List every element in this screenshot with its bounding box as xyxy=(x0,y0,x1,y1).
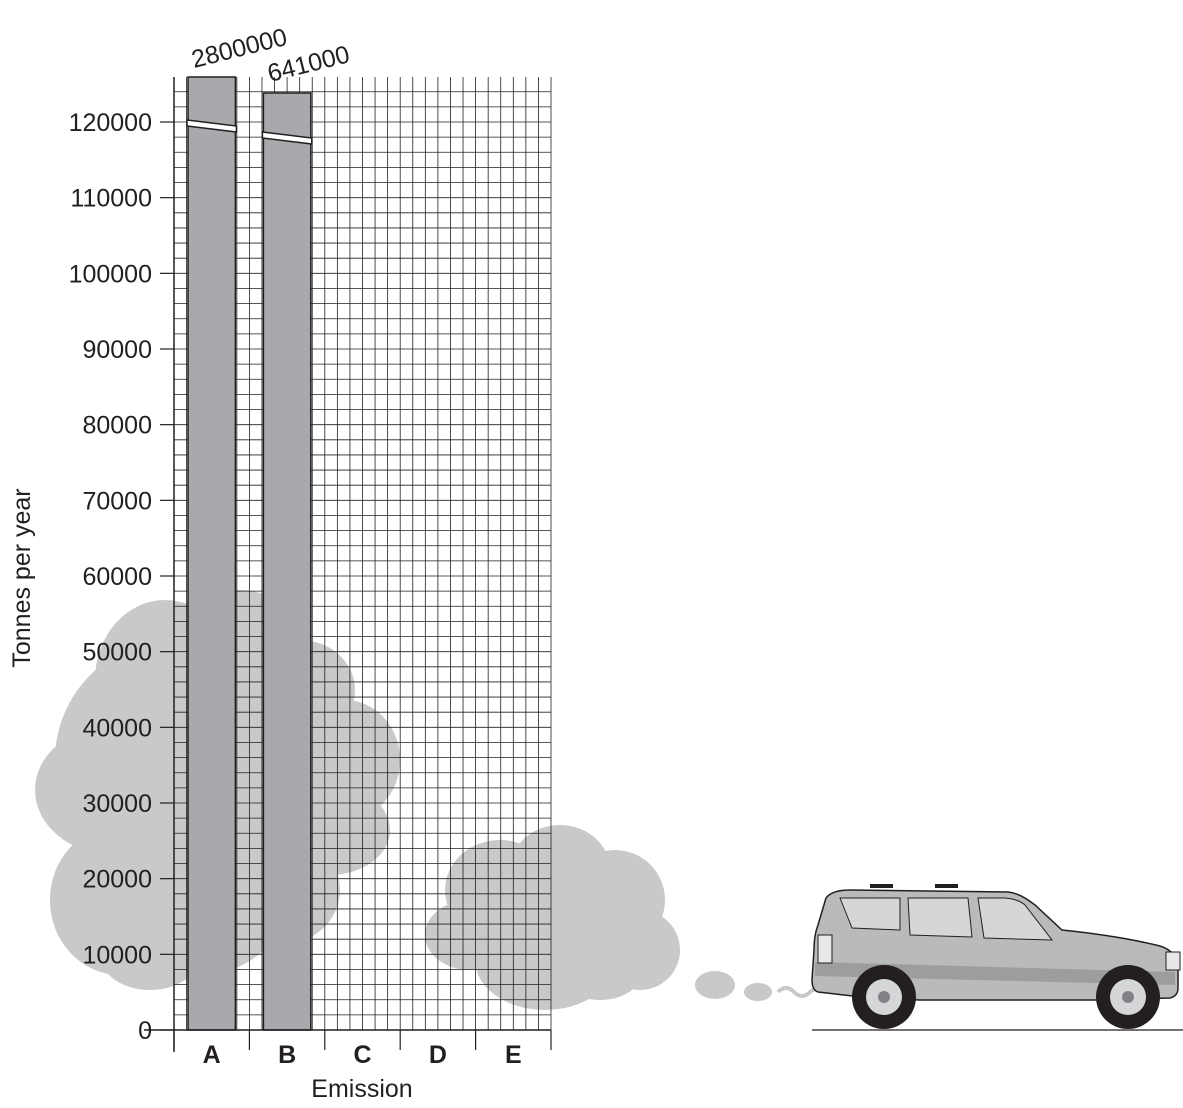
x-tick-label-D: D xyxy=(429,1041,447,1069)
bar-B xyxy=(262,92,312,1031)
y-tick-label: 110000 xyxy=(70,185,152,213)
x-tick-label-B: B xyxy=(278,1041,296,1069)
bar-group xyxy=(186,76,313,1031)
chart-axes xyxy=(144,77,552,1052)
bar-A xyxy=(187,76,237,1031)
x-tick-label-C: C xyxy=(353,1041,371,1069)
x-tick-labels: A B C D E xyxy=(203,1041,522,1069)
y-tick-label: 80000 xyxy=(82,412,152,440)
x-tick-label-E: E xyxy=(505,1041,522,1069)
x-tick-label-A: A xyxy=(203,1041,221,1069)
y-tick-label: 90000 xyxy=(82,336,152,364)
y-tick-label: 100000 xyxy=(69,260,152,288)
y-axis-label: Tonnes per year xyxy=(8,488,36,667)
y-tick-label: 50000 xyxy=(82,639,152,667)
y-tick-label: 60000 xyxy=(82,563,152,591)
smoke-cloud-right xyxy=(425,825,823,1010)
y-tick-label: 10000 xyxy=(82,941,152,969)
y-tick-label: 40000 xyxy=(82,714,152,742)
car-illustration xyxy=(811,884,1183,1031)
y-tick-label: 0 xyxy=(138,1017,152,1045)
x-axis-label: Emission xyxy=(311,1075,412,1103)
y-tick-label: 30000 xyxy=(82,790,152,818)
y-tick-label: 120000 xyxy=(69,109,152,137)
y-tick-labels: 0 10000 20000 30000 40000 50000 60000 70000 8000… xyxy=(69,109,152,1045)
axis-break-A xyxy=(186,119,238,133)
axis-break-B xyxy=(261,131,313,145)
y-tick-label: 20000 xyxy=(82,866,152,894)
y-tick-label: 70000 xyxy=(82,487,152,515)
